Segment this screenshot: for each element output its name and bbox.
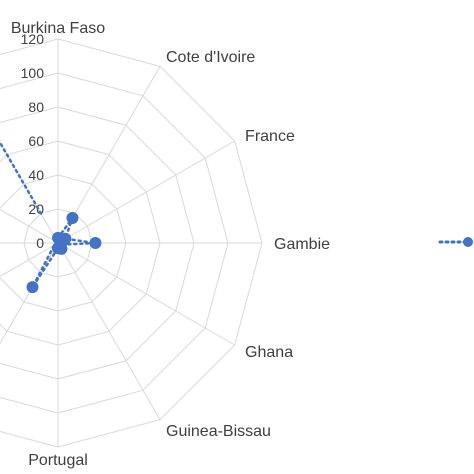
radial-tick-labels: 0 20 40 60 80 100 120 bbox=[21, 31, 45, 251]
category-label: Portugal bbox=[28, 452, 88, 469]
trace-line bbox=[0, 140, 43, 215]
category-label: Gambie bbox=[274, 236, 330, 253]
r-tick-label: 0 bbox=[36, 235, 44, 251]
r-tick-label: 20 bbox=[28, 201, 44, 217]
grid-spoke bbox=[57, 140, 235, 244]
grid-spoke bbox=[0, 242, 59, 278]
legend bbox=[438, 237, 473, 247]
r-tick-label: 40 bbox=[28, 167, 44, 183]
grid-spoke bbox=[57, 242, 235, 346]
data-point bbox=[52, 242, 64, 255]
r-tick-label: 100 bbox=[21, 65, 45, 81]
series-line bbox=[31, 217, 96, 288]
category-label: Guinea-Bissau bbox=[166, 423, 271, 440]
category-label: Ghana bbox=[245, 344, 293, 361]
grid-spoke bbox=[57, 242, 161, 420]
series-layer bbox=[0, 140, 102, 294]
data-point bbox=[66, 211, 79, 224]
category-label: France bbox=[245, 128, 295, 145]
r-tick-label: 80 bbox=[28, 99, 44, 115]
legend-marker bbox=[463, 237, 473, 247]
category-label: Cote d'Ivoire bbox=[166, 49, 255, 66]
r-tick-label: 120 bbox=[21, 31, 45, 47]
data-point bbox=[89, 237, 102, 249]
grid-spoke bbox=[0, 208, 59, 244]
category-label: Burkina Faso bbox=[11, 20, 105, 37]
data-point bbox=[26, 281, 39, 294]
r-tick-label: 60 bbox=[28, 133, 44, 149]
category-labels: Burkina Faso Cote d'Ivoire France Gambie Gha… bbox=[11, 20, 330, 469]
